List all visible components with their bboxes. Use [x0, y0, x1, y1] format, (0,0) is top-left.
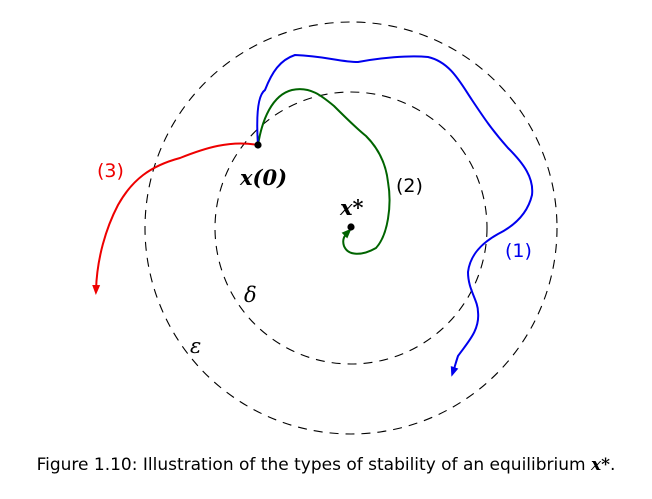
- equilibrium-label: x*: [339, 195, 364, 220]
- trajectory-3-label: (3): [97, 160, 124, 182]
- caption-text: Illustration of the types of stability o…: [142, 455, 586, 475]
- caption-math: x*: [590, 455, 611, 475]
- trajectory-1-label: (1): [505, 240, 532, 262]
- epsilon-circle: [144, 21, 558, 435]
- trajectory-3-unstable: [92, 142, 259, 295]
- trajectory-2-asymptotically-stable: [257, 88, 391, 255]
- initial-state-point: [254, 141, 262, 149]
- delta-label: δ: [244, 283, 257, 307]
- caption-label: Figure 1.10:: [36, 455, 138, 475]
- equilibrium-point: [347, 223, 355, 231]
- delta-circle: [214, 91, 488, 365]
- initial-state-label: x(0): [239, 165, 287, 190]
- figure-caption: Figure 1.10: Illustration of the types o…: [0, 455, 652, 475]
- caption-end: .: [610, 455, 616, 475]
- epsilon-label: ε: [190, 334, 201, 358]
- trajectory-2-label: (2): [396, 175, 423, 197]
- trajectory-1-stable: [256, 53, 534, 377]
